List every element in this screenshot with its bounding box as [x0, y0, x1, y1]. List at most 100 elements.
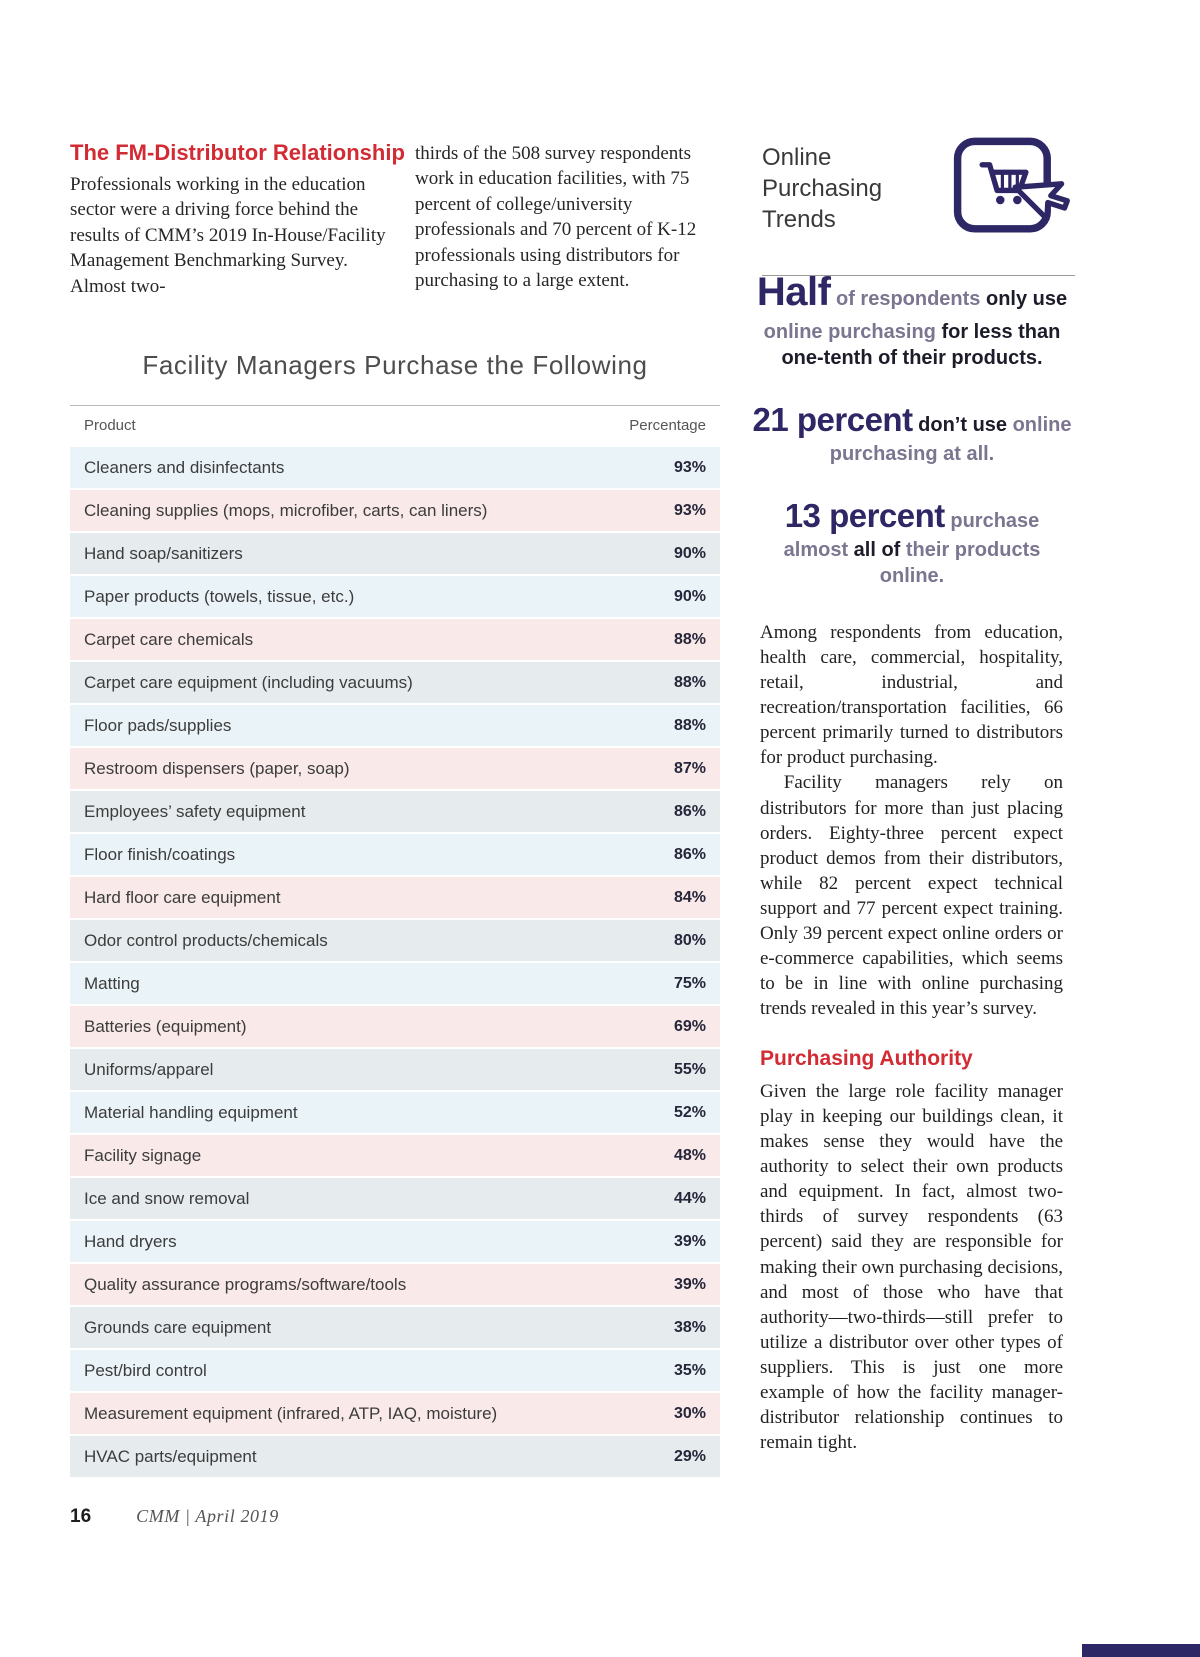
product-cell: Hand soap/sanitizers	[84, 543, 243, 563]
stat-21-seg1: don’t use	[912, 413, 1013, 436]
purchase-table: Facility Managers Purchase the Following…	[70, 350, 720, 1479]
sidebar-title: Online Purchasing Trends	[762, 144, 883, 234]
percentage-cell: 44%	[673, 1189, 706, 1207]
sidebar-stats: Half of respondents only use online purc…	[752, 266, 1072, 616]
percentage-cell: 88%	[673, 673, 706, 691]
stat-half: Half of respondents only use online purc…	[752, 266, 1072, 372]
percentage-cell: 48%	[673, 1146, 706, 1164]
stat-13-seg1: purchase almost	[783, 509, 1040, 562]
product-cell: Measurement equipment (infrared, ATP, IA…	[84, 1403, 498, 1423]
table-row: Carpet care equipment (including vacuums…	[70, 662, 720, 703]
table-title: Facility Managers Purchase the Following	[142, 350, 648, 380]
table-row: Measurement equipment (infrared, ATP, IA…	[70, 1393, 720, 1434]
sidebar-header: Online Purchasing Trends	[762, 136, 1075, 276]
right-paragraph-3: Given the large role facility manager pl…	[760, 1080, 1063, 1454]
article-heading: The FM-Distributor Relationship	[70, 140, 405, 165]
table-row: Hard floor care equipment 84%	[70, 877, 720, 918]
table-row: Carpet care chemicals 88%	[70, 619, 720, 660]
product-cell: Floor pads/supplies	[84, 715, 232, 735]
percentage-cell: 90%	[673, 587, 706, 605]
percentage-cell: 87%	[673, 759, 706, 777]
product-cell: Material handling equipment	[84, 1102, 298, 1122]
table-row: Grounds care equipment 38%	[70, 1307, 720, 1348]
product-cell: Floor finish/coatings	[84, 844, 236, 864]
page-footer: 16 CMM | April 2019	[70, 1506, 279, 1528]
corner-accent-bar	[1082, 1644, 1200, 1657]
table-header-product: Product	[84, 417, 136, 434]
percentage-cell: 86%	[673, 845, 706, 863]
product-cell: Grounds care equipment	[84, 1317, 272, 1337]
percentage-cell: 55%	[673, 1060, 706, 1078]
product-cell: Cleaning supplies (mops, microfiber, car…	[84, 500, 488, 520]
table-row: Batteries (equipment) 69%	[70, 1006, 720, 1047]
product-cell: Quality assurance programs/software/tool…	[84, 1274, 407, 1294]
product-cell: Ice and snow removal	[84, 1188, 250, 1208]
stat-21-lead: 21 percent	[752, 400, 914, 438]
purchasing-authority-heading: Purchasing Authority	[760, 1047, 973, 1071]
product-cell: Odor control products/chemicals	[84, 930, 328, 950]
table-row: Paper products (towels, tissue, etc.) 90%	[70, 576, 720, 617]
table-header-percentage: Percentage	[629, 417, 706, 434]
stat-21-percent: 21 percent don’t use online purchasing a…	[752, 398, 1072, 468]
article-column-1: Professionals working in the education s…	[70, 174, 386, 297]
stat-half-seg3: online purchasing	[763, 320, 942, 343]
footer-text: CMM | April 2019	[136, 1506, 279, 1526]
percentage-cell: 88%	[673, 630, 706, 648]
product-cell: Cleaners and disinfectants	[84, 457, 285, 477]
product-cell: Paper products (towels, tissue, etc.)	[84, 586, 355, 606]
table-row: Employees’ safety equipment 86%	[70, 791, 720, 832]
table-row: Quality assurance programs/software/tool…	[70, 1264, 720, 1305]
purchase-table-body: Cleaners and disinfectants 93% Cleaning su…	[70, 447, 720, 1477]
percentage-cell: 90%	[673, 544, 706, 562]
table-row: Material handling equipment 52%	[70, 1092, 720, 1133]
percentage-cell: 93%	[673, 501, 706, 519]
product-cell: HVAC parts/equipment	[84, 1446, 257, 1466]
stat-13-percent: 13 percent purchase almost all of their …	[752, 494, 1072, 590]
right-paragraph-2: Facility managers rely on distributors f…	[760, 772, 1063, 1020]
table-row: Cleaning supplies (mops, microfiber, car…	[70, 490, 720, 531]
percentage-cell: 86%	[673, 802, 706, 820]
product-cell: Carpet care chemicals	[84, 629, 254, 649]
percentage-cell: 39%	[673, 1232, 706, 1250]
table-row: Matting 75%	[70, 963, 720, 1004]
stat-13-seg2: all of	[853, 539, 901, 562]
article-column-2: thirds of the 508 survey respondents wor…	[415, 143, 697, 292]
percentage-cell: 39%	[673, 1275, 706, 1293]
product-cell: Hand dryers	[84, 1231, 177, 1251]
table-row: Uniforms/apparel 55%	[70, 1049, 720, 1090]
percentage-cell: 93%	[673, 458, 706, 476]
stat-half-seg2: only use	[986, 288, 1068, 310]
product-cell: Carpet care equipment (including vacuums…	[84, 672, 413, 692]
stat-half-lead: Half	[756, 270, 831, 314]
product-cell: Batteries (equipment)	[84, 1016, 247, 1036]
percentage-cell: 29%	[673, 1447, 706, 1465]
table-row: Hand soap/sanitizers 90%	[70, 533, 720, 574]
percentage-cell: 35%	[673, 1361, 706, 1379]
product-cell: Facility signage	[84, 1145, 202, 1165]
table-row: Cleaners and disinfectants 93%	[70, 447, 720, 488]
right-column: Among respondents from education, health…	[760, 620, 1063, 1455]
percentage-cell: 88%	[673, 716, 706, 734]
product-cell: Restroom dispensers (paper, soap)	[84, 758, 350, 778]
table-row: Floor finish/coatings 86%	[70, 834, 720, 875]
stat-13-lead: 13 percent	[784, 496, 946, 534]
right-paragraph-1: Among respondents from education, health…	[760, 622, 1063, 769]
table-row: Odor control products/chemicals 80%	[70, 920, 720, 961]
shopping-cart-cursor-icon	[949, 136, 1075, 253]
percentage-cell: 38%	[673, 1318, 706, 1336]
stat-21-seg2: online purchasing at all.	[829, 413, 1072, 466]
table-row: Facility signage 48%	[70, 1135, 720, 1176]
product-cell: Uniforms/apparel	[84, 1059, 214, 1079]
table-row: HVAC parts/equipment 29%	[70, 1436, 720, 1477]
table-row: Hand dryers 39%	[70, 1221, 720, 1262]
table-row: Pest/bird control 35%	[70, 1350, 720, 1391]
product-cell: Employees’ safety equipment	[84, 801, 306, 821]
table-header: Product Percentage	[70, 405, 720, 447]
percentage-cell: 75%	[673, 974, 706, 992]
table-row: Ice and snow removal 44%	[70, 1178, 720, 1219]
table-row: Restroom dispensers (paper, soap) 87%	[70, 748, 720, 789]
product-cell: Hard floor care equipment	[84, 887, 281, 907]
stat-half-seg4: for less than one-tenth of their product…	[781, 320, 1061, 370]
percentage-cell: 69%	[673, 1017, 706, 1035]
